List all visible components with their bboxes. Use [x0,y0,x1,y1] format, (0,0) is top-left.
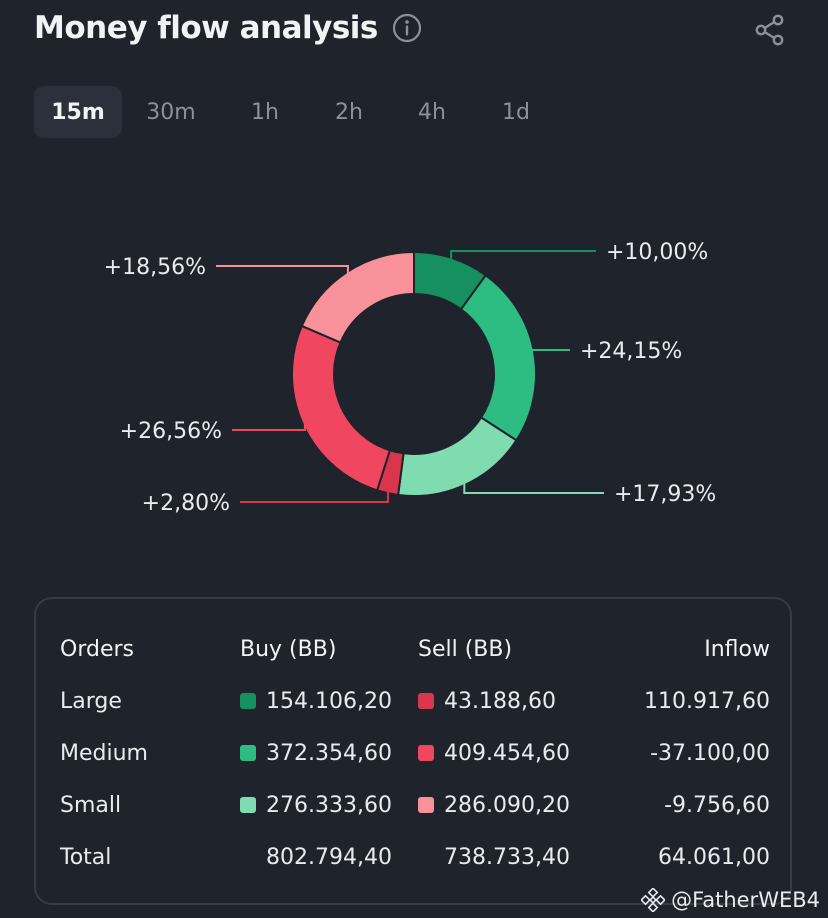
inflow-value: -9.756,60 [664,792,770,818]
header-sell: Sell (BB) [418,636,513,662]
inflow-value: 110.917,60 [644,688,770,714]
table-row-large: Large 154.106,20 43.188,60 110.917,60 [60,675,770,727]
sell-cell: 286.090,20 [418,779,598,831]
buy-total: 802.794,40 [266,844,392,870]
leader-line-1 [530,349,570,353]
leader-line-0 [450,250,596,260]
orders-table: Orders Buy (BB) Sell (BB) Inflow Large 1… [60,623,770,883]
slice-label-0: +10,00% [606,240,708,265]
table-row-medium: Medium 372.354,60 409.454,60 -37.100,00 [60,727,770,779]
sell-color-swatch [418,692,434,709]
sell-value: 43.188,60 [444,688,556,714]
sell-total: 738.733,40 [444,844,570,870]
sell-cell: 409.454,60 [418,727,598,779]
tab-1h[interactable]: 1h [251,99,279,125]
watermark: @FatherWEB4 [641,888,820,912]
header-buy: Buy (BB) [240,636,337,662]
tab-4h[interactable]: 4h [418,99,446,125]
sell-cell: 43.188,60 [418,675,598,727]
buy-color-swatch [240,692,256,709]
row-label: Medium [60,740,148,766]
row-label: Small [60,792,122,818]
buy-cell: 276.333,60 [240,779,418,831]
tab-2h[interactable]: 2h [335,99,363,125]
orders-table-card: Orders Buy (BB) Sell (BB) Inflow Large 1… [34,597,792,905]
donut-slice-5 [300,250,415,344]
buy-value: 372.354,60 [266,740,392,766]
leader-line-5 [216,265,349,274]
slice-label-3: +2,80% [142,491,230,516]
tab-15m[interactable]: 15m [34,86,122,138]
donut-slice-4 [291,324,392,492]
slice-label-1: +24,15% [580,339,682,364]
buy-value: 276.333,60 [266,792,392,818]
buy-color-swatch [240,796,256,813]
share-icon[interactable] [754,14,786,46]
inflow-value: -37.100,00 [650,740,770,766]
money-flow-donut-chart: +10,00% +24,15% +17,93% +2,80% +26,56% +18,56… [104,240,717,516]
info-icon[interactable] [392,13,422,43]
slice-label-5: +18,56% [104,255,206,280]
slice-label-2: +17,93% [614,482,716,507]
header-inflow: Inflow [704,636,770,662]
leader-line-4 [232,423,306,431]
timeframe-tabs: 15m 30m 1h 2h 4h 1d [34,86,556,138]
donut-slice-1 [459,273,537,442]
buy-value: 154.106,20 [266,688,392,714]
table-row-small: Small 276.333,60 286.090,20 -9.756,60 [60,779,770,831]
page-title: Money flow analysis [34,10,378,46]
watermark-text: @FatherWEB4 [671,888,820,912]
sell-color-swatch [418,744,434,761]
leader-line-2 [463,482,604,494]
buy-cell: 372.354,60 [240,727,418,779]
tab-30m[interactable]: 30m [146,99,196,125]
tab-1d[interactable]: 1d [502,99,530,125]
row-label: Total [60,844,112,870]
binance-icon [641,888,666,912]
sell-value: 409.454,60 [444,740,570,766]
leader-line-3 [240,491,389,503]
sell-color-swatch [418,796,434,813]
table-row-total: Total 802.794,40 738.733,40 64.061,00 [60,831,770,883]
inflow-total: 64.061,00 [658,844,770,870]
row-label: Large [60,688,122,714]
sell-value: 286.090,20 [444,792,570,818]
table-header-row: Orders Buy (BB) Sell (BB) Inflow [60,623,770,675]
buy-color-swatch [240,744,256,761]
donut-slice-2 [396,416,518,497]
buy-cell: 154.106,20 [240,675,418,727]
header-orders: Orders [60,636,134,662]
header: Money flow analysis [34,6,422,50]
slice-label-4: +26,56% [120,419,222,444]
